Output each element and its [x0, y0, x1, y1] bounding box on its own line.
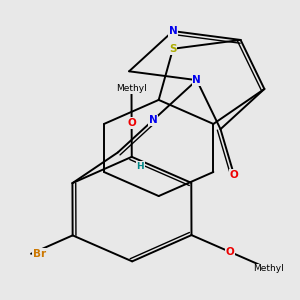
Text: O: O	[127, 118, 136, 128]
Text: Methyl: Methyl	[116, 84, 147, 93]
Text: N: N	[148, 115, 157, 125]
Text: N: N	[192, 75, 201, 85]
Text: S: S	[169, 44, 177, 54]
Text: O: O	[230, 170, 239, 180]
Text: O: O	[226, 247, 235, 257]
Text: H: H	[136, 162, 144, 171]
Text: Br: Br	[33, 249, 46, 259]
Text: N: N	[169, 26, 177, 36]
Text: Methyl: Methyl	[254, 264, 284, 273]
